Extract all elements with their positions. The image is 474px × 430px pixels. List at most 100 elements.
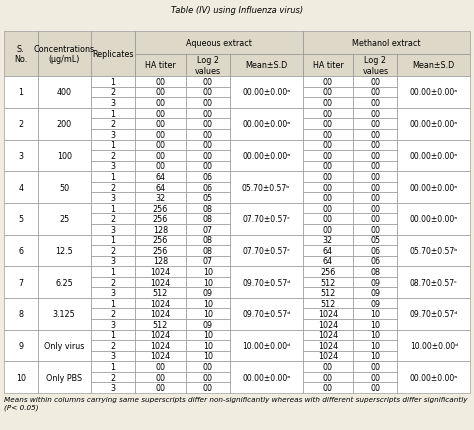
Text: 00: 00 <box>370 194 380 203</box>
Bar <box>4 267 37 298</box>
Bar <box>230 330 302 362</box>
Bar <box>353 330 398 341</box>
Bar <box>91 319 135 330</box>
Bar <box>230 140 302 172</box>
Bar <box>398 361 470 393</box>
Text: 10: 10 <box>203 352 213 361</box>
Text: 05.70±0.57ᵇ: 05.70±0.57ᵇ <box>410 246 458 255</box>
Text: 3: 3 <box>110 99 116 108</box>
Bar <box>135 130 186 140</box>
Bar <box>353 267 398 277</box>
Bar <box>353 151 398 161</box>
Bar <box>302 151 353 161</box>
Bar <box>91 77 135 88</box>
Bar <box>398 109 470 140</box>
Bar <box>37 235 91 267</box>
Bar <box>353 224 398 235</box>
Text: 3: 3 <box>110 162 116 171</box>
Text: 9: 9 <box>18 341 23 350</box>
Bar <box>91 214 135 224</box>
Bar <box>91 288 135 298</box>
Text: 1: 1 <box>18 88 23 97</box>
Text: 3: 3 <box>110 352 116 361</box>
Text: 1024: 1024 <box>318 320 338 329</box>
Bar <box>353 351 398 362</box>
Text: 00: 00 <box>323 109 333 118</box>
Text: 09: 09 <box>203 320 213 329</box>
Text: 2: 2 <box>110 215 116 224</box>
Text: 10.00±0.00ᵈ: 10.00±0.00ᵈ <box>410 341 458 350</box>
Bar <box>135 330 186 341</box>
Bar <box>398 140 470 172</box>
Bar <box>135 235 186 246</box>
Bar <box>398 330 470 362</box>
Bar <box>135 214 186 224</box>
Bar <box>186 319 230 330</box>
Text: 00: 00 <box>370 204 380 213</box>
Text: 09.70±0.57ᵈ: 09.70±0.57ᵈ <box>242 278 291 287</box>
Bar <box>353 119 398 129</box>
Bar <box>135 88 186 98</box>
Bar <box>186 372 230 383</box>
Text: 1: 1 <box>110 78 116 87</box>
Text: 1: 1 <box>110 362 116 371</box>
Bar <box>353 130 398 140</box>
Bar <box>91 182 135 193</box>
Bar <box>398 235 470 267</box>
Text: 00: 00 <box>203 373 213 382</box>
Bar <box>37 140 91 172</box>
Bar <box>302 55 353 77</box>
Text: 00: 00 <box>203 88 213 97</box>
Bar <box>230 361 302 393</box>
Text: 00: 00 <box>155 383 165 392</box>
Bar <box>186 77 230 88</box>
Text: Only virus: Only virus <box>44 341 84 350</box>
Text: 2: 2 <box>110 120 116 129</box>
Bar <box>302 277 353 288</box>
Bar <box>230 267 302 298</box>
Text: 00: 00 <box>323 183 333 192</box>
Text: 09.70±0.57ᵈ: 09.70±0.57ᵈ <box>410 310 458 319</box>
Text: 00: 00 <box>370 99 380 108</box>
Bar <box>186 214 230 224</box>
Bar <box>186 182 230 193</box>
Bar <box>302 193 353 203</box>
Text: 00: 00 <box>323 99 333 108</box>
Bar <box>302 330 353 341</box>
Text: 00: 00 <box>370 130 380 139</box>
Text: 00: 00 <box>370 183 380 192</box>
Text: 8: 8 <box>18 310 23 319</box>
Text: 00: 00 <box>323 151 333 160</box>
Bar <box>398 267 470 298</box>
Bar <box>302 98 353 108</box>
Text: 00: 00 <box>155 99 165 108</box>
Bar <box>302 361 353 372</box>
Bar <box>91 298 135 309</box>
Text: 00: 00 <box>323 162 333 171</box>
Text: Concentrations
(μg/mL): Concentrations (μg/mL) <box>34 45 95 64</box>
Text: 400: 400 <box>57 88 72 97</box>
Text: 3: 3 <box>110 225 116 234</box>
Text: 09: 09 <box>370 278 381 287</box>
Text: 00: 00 <box>155 120 165 129</box>
Bar <box>186 119 230 129</box>
Text: 00: 00 <box>370 162 380 171</box>
Text: 128: 128 <box>153 257 168 266</box>
Bar <box>353 214 398 224</box>
Text: HA titer: HA titer <box>145 61 176 70</box>
Bar <box>302 77 353 88</box>
Bar <box>91 330 135 341</box>
Text: 256: 256 <box>153 236 168 245</box>
Text: 200: 200 <box>56 120 72 129</box>
Bar <box>91 203 135 214</box>
Text: 00: 00 <box>323 194 333 203</box>
Bar <box>37 330 91 362</box>
Text: 1024: 1024 <box>150 278 171 287</box>
Bar <box>302 119 353 129</box>
Bar <box>91 256 135 267</box>
Bar <box>302 182 353 193</box>
Text: 00: 00 <box>203 78 213 87</box>
Bar <box>37 203 91 235</box>
Bar <box>37 172 91 203</box>
Text: Only PBS: Only PBS <box>46 373 82 382</box>
